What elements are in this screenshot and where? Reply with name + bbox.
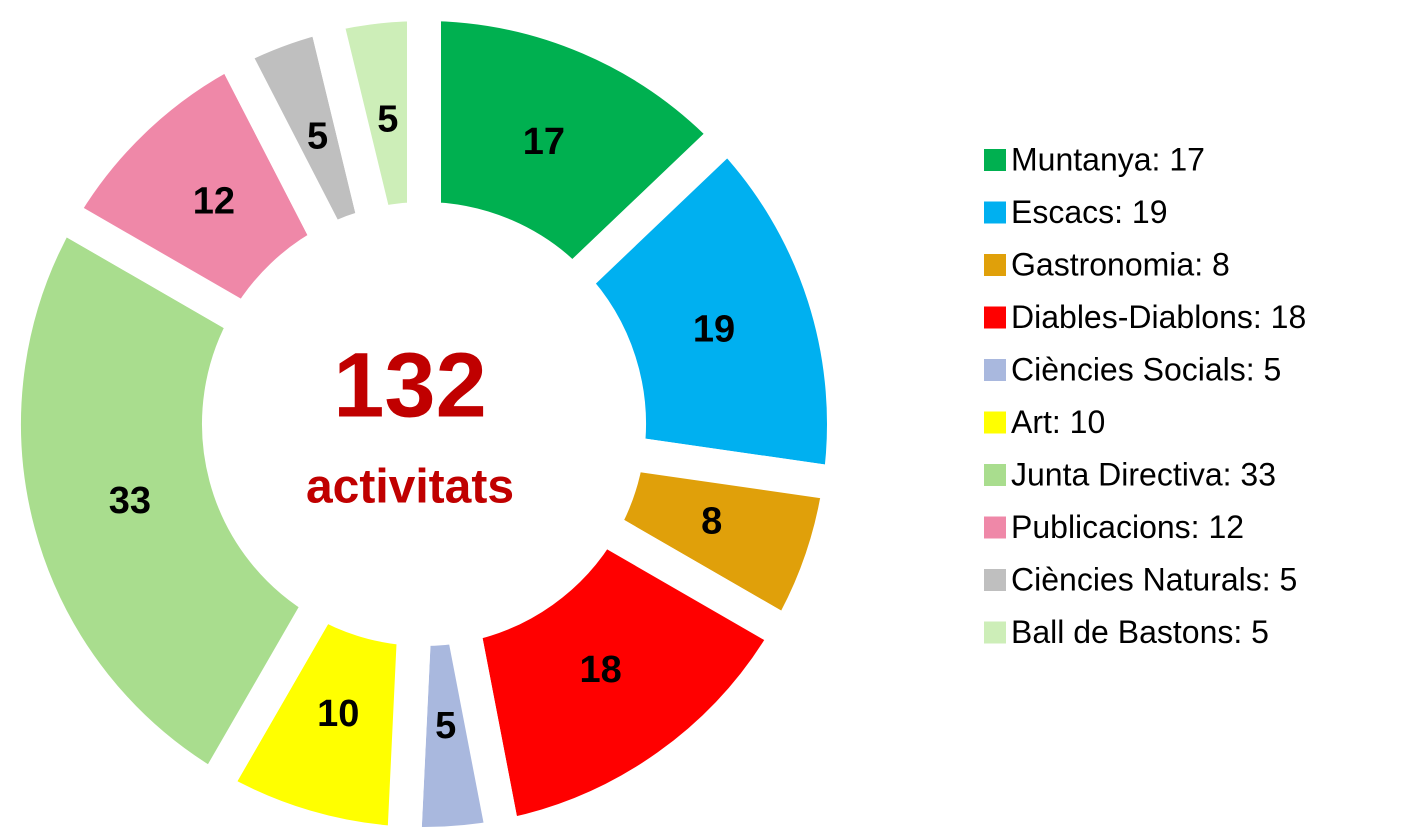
data-label: 5 xyxy=(435,705,456,747)
legend-label: Ciències Socials: 5 xyxy=(1011,351,1281,387)
legend-swatch xyxy=(984,359,1006,381)
legend-swatch xyxy=(984,306,1006,329)
legend-label: Ciències Naturals: 5 xyxy=(1011,561,1297,597)
legend-swatch xyxy=(984,201,1006,224)
legend-label: Art: 10 xyxy=(1011,404,1105,440)
legend-swatch xyxy=(984,621,1006,644)
legend-label: Ball de Bastons: 5 xyxy=(1011,614,1269,650)
data-label: 33 xyxy=(109,480,151,522)
data-label: 8 xyxy=(701,501,722,543)
legend-swatch xyxy=(984,411,1006,434)
donut-slice xyxy=(548,110,861,504)
center-label: activitats xyxy=(306,461,514,514)
data-label: 10 xyxy=(317,693,359,735)
data-label: 19 xyxy=(693,308,735,350)
legend-label: Junta Directiva: 33 xyxy=(1011,456,1276,492)
legend-label: Diables-Diablons: 18 xyxy=(1011,299,1306,335)
data-label: 18 xyxy=(579,649,621,691)
center-value: 132 xyxy=(333,334,487,436)
data-label: 17 xyxy=(523,121,565,163)
legend-label: Muntanya: 17 xyxy=(1011,141,1205,177)
legend-swatch xyxy=(984,149,1006,171)
legend-swatch xyxy=(984,464,1006,486)
legend-swatch xyxy=(984,516,1006,539)
legend-label: Gastronomia: 8 xyxy=(1011,246,1230,282)
data-label: 5 xyxy=(307,116,328,158)
legend-label: Escacs: 19 xyxy=(1011,194,1168,230)
donut-slice xyxy=(304,0,441,246)
legend-label: Publicacions: 12 xyxy=(1011,509,1244,545)
legend-swatch xyxy=(984,569,1006,591)
data-label: 5 xyxy=(377,99,398,141)
donut-slice xyxy=(0,190,345,811)
donut-slice xyxy=(442,503,811,840)
legend-swatch xyxy=(984,254,1006,276)
data-label: 12 xyxy=(193,181,235,223)
